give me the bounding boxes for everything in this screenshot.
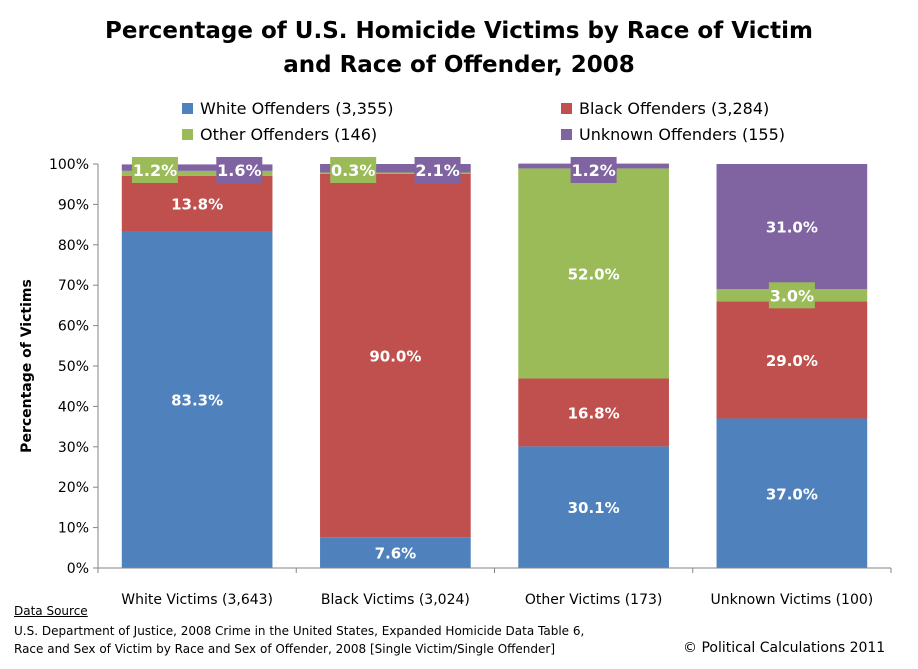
data-label: 37.0% — [766, 485, 818, 503]
data-label-box — [216, 157, 263, 183]
data-label: 31.0% — [766, 219, 818, 237]
y-tick-label: 60% — [58, 319, 89, 335]
x-category-label: Unknown Victims (100) — [711, 592, 874, 608]
legend-item-unknown-offenders: Unknown Offenders (155) — [561, 125, 785, 144]
data-source-line-1: U.S. Department of Justice, 2008 Crime i… — [14, 624, 585, 638]
bar-segment-white-offenders-3 — [518, 446, 669, 568]
legend-swatch-other — [182, 129, 193, 140]
y-tick-label: 30% — [58, 440, 89, 456]
bar-segment-other-offenders-1 — [121, 170, 273, 176]
data-label: 52.0% — [568, 265, 620, 283]
y-tick-label: 10% — [58, 521, 89, 537]
bar-segment-black-offenders-2 — [320, 173, 471, 538]
legend-swatch-black — [561, 103, 572, 114]
x-category-label: Other Victims (173) — [525, 592, 662, 608]
bar-segment-other-offenders-3 — [518, 168, 669, 379]
data-label-box — [414, 157, 461, 183]
y-tick-label: 40% — [58, 399, 89, 415]
data-source-heading: Data Source — [14, 604, 88, 618]
data-source-line-2: Race and Sex of Victim by Race and Sex o… — [14, 642, 556, 656]
data-label: 13.8% — [171, 196, 223, 214]
y-tick-label: 100% — [49, 157, 89, 173]
legend-swatch-unknown — [561, 129, 572, 140]
data-label: 83.3% — [171, 392, 223, 410]
bar-segment-white-offenders-1 — [121, 231, 273, 568]
x-category-label: Black Victims (3,024) — [321, 592, 470, 608]
legend-swatch-white — [182, 103, 193, 114]
bar-segment-black-offenders-1 — [121, 175, 273, 232]
data-label: 0.3% — [331, 161, 375, 180]
data-label: 1.2% — [133, 161, 177, 180]
y-tick-label: 90% — [58, 197, 89, 213]
y-tick-label: 70% — [58, 278, 89, 294]
y-tick-label: 80% — [58, 238, 89, 254]
legend-item-white-offenders: White Offenders (3,355) — [182, 99, 394, 118]
chart-title-line-1: Percentage of U.S. Homicide Victims by R… — [105, 18, 813, 44]
y-axis-title: Percentage of Victims — [19, 279, 35, 453]
bar-segment-white-offenders-4 — [716, 418, 868, 568]
data-label: 2.1% — [415, 161, 459, 180]
data-label-box — [131, 157, 178, 183]
bar-segment-white-offenders-2 — [320, 537, 471, 568]
bar-segment-black-offenders-4 — [716, 301, 868, 419]
data-label: 90.0% — [369, 347, 421, 365]
y-tick-label: 50% — [58, 359, 89, 375]
bar-segment-other-offenders-2 — [320, 172, 471, 174]
bar-segment-black-offenders-3 — [518, 378, 669, 447]
data-label: 16.8% — [568, 404, 620, 422]
data-label: 3.0% — [770, 286, 814, 305]
data-label-box — [330, 157, 377, 183]
legend-item-black-offenders: Black Offenders (3,284) — [561, 99, 769, 118]
y-tick-label: 0% — [67, 561, 89, 577]
copyright-credit: © Political Calculations 2011 — [683, 640, 886, 656]
y-tick-label: 20% — [58, 480, 89, 496]
bar-segment-unknown-offenders-1 — [121, 164, 273, 171]
bar-segment-unknown-offenders-4 — [716, 164, 868, 290]
x-category-label: White Victims (3,643) — [121, 592, 273, 608]
data-label: 7.6% — [375, 545, 417, 563]
legend-label-white: White Offenders (3,355) — [200, 99, 394, 118]
bar-segment-unknown-offenders-2 — [320, 164, 471, 173]
data-label: 1.6% — [217, 161, 261, 180]
legend-label-black: Black Offenders (3,284) — [579, 99, 770, 118]
legend-label-unknown: Unknown Offenders (155) — [579, 125, 785, 144]
data-label-box — [570, 157, 617, 183]
data-label: 1.2% — [571, 161, 615, 180]
legend-item-other-offenders: Other Offenders (146) — [182, 125, 377, 144]
chart-title-line-2: and Race of Offender, 2008 — [283, 52, 635, 78]
legend-label-other: Other Offenders (146) — [200, 125, 378, 144]
data-label-box — [768, 282, 815, 309]
data-label: 30.1% — [568, 499, 620, 517]
data-label: 29.0% — [766, 352, 818, 370]
